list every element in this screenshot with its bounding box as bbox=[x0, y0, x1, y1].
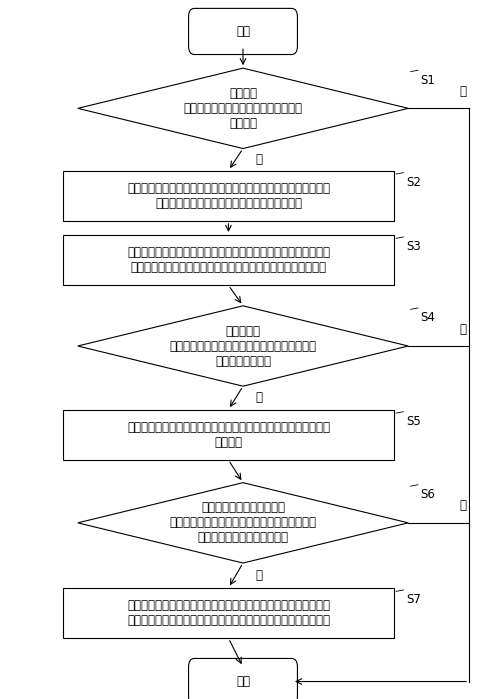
Text: S5: S5 bbox=[406, 415, 420, 428]
Text: 控制第二增压泵启动通过供水管道将集雨仓存储的雨水供给至高压
水枪位置: 控制第二增压泵启动通过供水管道将集雨仓存储的雨水供给至高压 水枪位置 bbox=[127, 421, 330, 449]
Text: 开始: 开始 bbox=[236, 25, 250, 38]
Polygon shape bbox=[78, 482, 408, 563]
Text: 是: 是 bbox=[255, 153, 262, 166]
Text: 是: 是 bbox=[255, 569, 262, 582]
Text: 控制第三增压泵启动通过导水管将集雨仓存储的雨水供给至对应的
修补管道并控制渗水口开启将雨水渗出至所在区域的生物混凝土层: 控制第三增压泵启动通过导水管将集雨仓存储的雨水供给至对应的 修补管道并控制渗水口… bbox=[127, 599, 330, 627]
Text: 否: 否 bbox=[460, 85, 467, 98]
Polygon shape bbox=[78, 69, 408, 149]
FancyBboxPatch shape bbox=[189, 8, 297, 55]
Bar bbox=[63, 235, 394, 285]
Text: 控制密封阻水机构启动通过密封板与天台进出口门框抵触密封并控
制集雨口开启将雨水通过集雨管导入至集雨仓内: 控制密封阻水机构启动通过密封板与天台进出口门框抵触密封并控 制集雨口开启将雨水通… bbox=[127, 182, 330, 210]
Text: 是: 是 bbox=[255, 391, 262, 405]
Text: 结束: 结束 bbox=[236, 675, 250, 688]
Text: 否: 否 bbox=[460, 499, 467, 512]
FancyBboxPatch shape bbox=[189, 658, 297, 699]
Bar bbox=[63, 588, 394, 638]
Text: S6: S6 bbox=[420, 488, 435, 501]
Text: S1: S1 bbox=[420, 74, 435, 87]
Text: S4: S4 bbox=[420, 312, 435, 324]
Text: 控制电容式
感应层启动实时获取握持信息并实时分析是否有
人体握持高压水枪: 控制电容式 感应层启动实时获取握持信息并实时分析是否有 人体握持高压水枪 bbox=[170, 324, 316, 368]
Polygon shape bbox=[78, 306, 408, 386]
Text: 实时获取
记录城市的天气信息并分析是否有处于
降雨天气: 实时获取 记录城市的天气信息并分析是否有处于 降雨天气 bbox=[184, 87, 302, 130]
Text: S2: S2 bbox=[406, 176, 421, 189]
Bar bbox=[63, 171, 394, 221]
Text: 否: 否 bbox=[460, 322, 467, 336]
Text: 控制手掌电容式感应层启动
实时获取人体手掌触摸信息并分析是否有手掌电
容式感应层存在人体手掌触摸: 控制手掌电容式感应层启动 实时获取人体手掌触摸信息并分析是否有手掌电 容式感应层… bbox=[170, 501, 316, 545]
Text: S7: S7 bbox=[406, 593, 421, 607]
Text: S3: S3 bbox=[406, 240, 420, 254]
Text: 控制第一增压泵启动通过补给管道将集雨仓存储的雨水供给至建筑
生态槽顶端的补给口内并控制补给口每隔预设时间进入开启状态: 控制第一增压泵启动通过补给管道将集雨仓存储的雨水供给至建筑 生态槽顶端的补给口内… bbox=[127, 246, 330, 274]
Bar bbox=[63, 410, 394, 460]
